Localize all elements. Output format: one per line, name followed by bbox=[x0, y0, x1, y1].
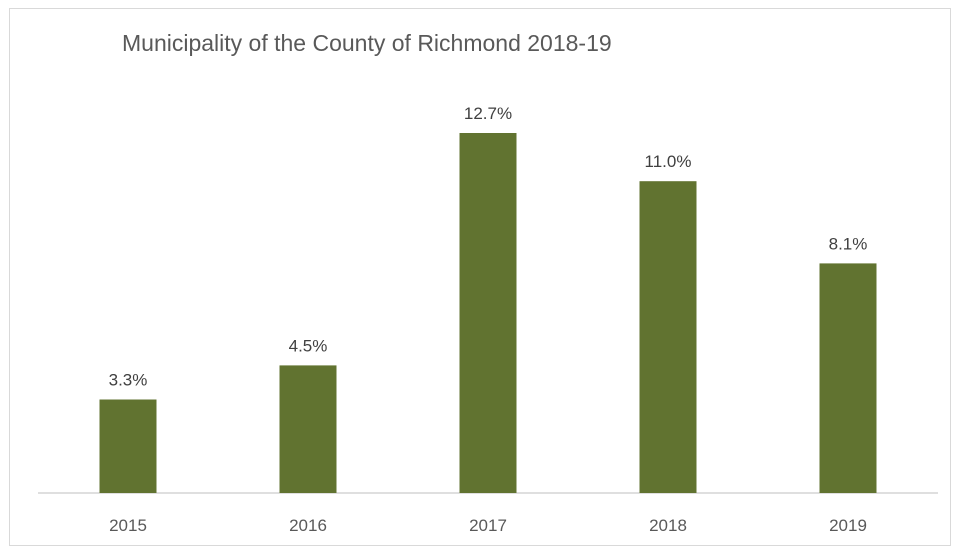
bar-2016 bbox=[279, 365, 337, 493]
bar-2018 bbox=[639, 181, 697, 493]
bar-2015 bbox=[99, 399, 157, 493]
x-tick-label-2017: 2017 bbox=[469, 516, 507, 535]
x-tick-label-2018: 2018 bbox=[649, 516, 687, 535]
data-label-2017: 12.7% bbox=[464, 104, 512, 123]
x-tick-label-2016: 2016 bbox=[289, 516, 327, 535]
data-label-2015: 3.3% bbox=[109, 371, 148, 390]
x-tick-label-2015: 2015 bbox=[109, 516, 147, 535]
data-label-2016: 4.5% bbox=[289, 336, 328, 355]
x-tick-label-2019: 2019 bbox=[829, 516, 867, 535]
bar-2019 bbox=[819, 263, 877, 493]
bar-2017 bbox=[459, 133, 517, 493]
chart-title: Municipality of the County of Richmond 2… bbox=[122, 30, 612, 56]
data-label-2018: 11.0% bbox=[645, 152, 692, 171]
data-label-2019: 8.1% bbox=[829, 234, 868, 253]
